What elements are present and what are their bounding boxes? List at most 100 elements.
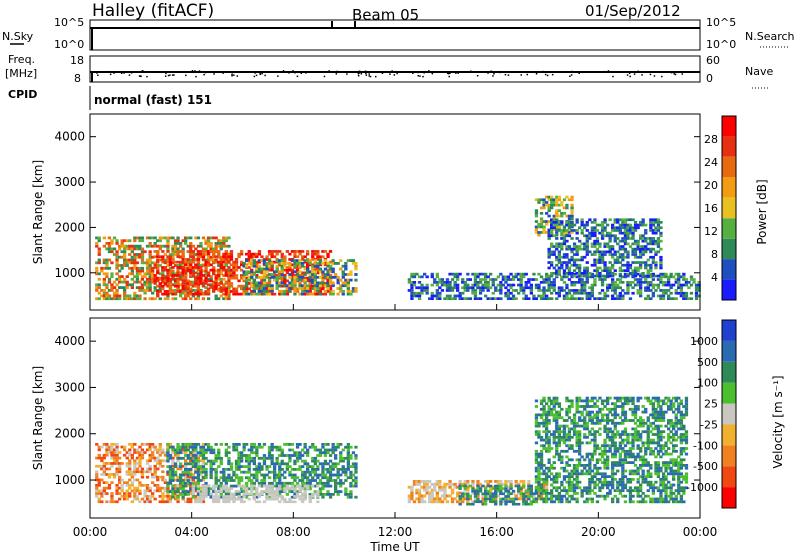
data-cell — [331, 281, 335, 285]
data-cell — [95, 492, 99, 495]
data-cell — [176, 260, 180, 264]
data-cell — [654, 221, 658, 224]
data-cell — [646, 258, 650, 262]
data-cell — [557, 221, 561, 224]
data-cell — [173, 247, 178, 251]
nave-dot — [394, 71, 396, 73]
data-cell — [623, 231, 628, 235]
data-cell — [514, 297, 518, 300]
colorbar-tick: 4 — [711, 271, 718, 284]
data-cell — [613, 237, 617, 240]
data-cell — [199, 495, 203, 498]
data-cell — [621, 263, 625, 267]
data-cell — [158, 258, 162, 262]
data-cell — [252, 497, 256, 501]
data-cell — [334, 448, 338, 452]
data-cell — [295, 255, 300, 259]
data-cell — [176, 464, 180, 468]
data-cell — [674, 291, 678, 295]
data-cell — [534, 449, 539, 453]
data-cell — [199, 264, 203, 267]
data-cell — [133, 470, 137, 474]
data-cell — [255, 284, 259, 288]
data-cell — [257, 495, 262, 498]
data-cell — [534, 480, 539, 484]
data-cell — [123, 297, 127, 301]
data-cell — [240, 268, 244, 272]
data-cell — [204, 282, 208, 285]
data-cell — [341, 456, 345, 460]
data-cell — [224, 443, 228, 446]
data-cell — [532, 497, 536, 501]
data-cell — [448, 289, 452, 292]
data-cell — [166, 495, 170, 498]
data-cell — [572, 263, 577, 267]
data-cell — [196, 493, 201, 496]
data-cell — [105, 481, 109, 484]
data-cell — [260, 481, 264, 485]
data-cell — [450, 272, 455, 276]
data-cell — [504, 484, 508, 488]
data-cell — [412, 500, 417, 504]
nave-dot — [123, 72, 125, 74]
data-cell — [323, 448, 328, 452]
data-cell — [151, 272, 155, 276]
data-cell — [476, 500, 480, 503]
data-cell — [494, 297, 498, 300]
data-cell — [504, 497, 508, 501]
data-cell — [473, 497, 478, 501]
data-cell — [481, 286, 485, 290]
data-cell — [499, 497, 503, 501]
data-cell — [600, 261, 605, 264]
data-cell — [557, 261, 561, 264]
data-cell — [171, 258, 175, 261]
data-cell — [194, 282, 198, 285]
data-cell — [194, 236, 198, 240]
data-cell — [336, 476, 340, 480]
data-cell — [611, 286, 615, 290]
data-cell — [435, 297, 439, 300]
data-cell — [181, 282, 185, 285]
data-cell — [278, 495, 282, 498]
data-cell — [212, 462, 216, 466]
data-cell — [323, 454, 328, 457]
data-cell — [578, 269, 582, 272]
data-cell — [316, 252, 320, 256]
data-cell — [171, 290, 175, 293]
data-cell — [161, 268, 165, 272]
data-cell — [298, 487, 302, 490]
data-cell — [166, 297, 170, 301]
data-cell — [156, 269, 160, 273]
data-cell — [593, 274, 597, 278]
data-cell — [557, 209, 561, 212]
data-cell — [344, 281, 348, 285]
data-cell — [336, 473, 340, 477]
data-cell — [346, 451, 350, 455]
ytick-label: 1000 — [54, 266, 85, 280]
data-cell — [321, 284, 325, 288]
data-cell — [293, 284, 297, 288]
data-cell — [321, 476, 325, 480]
data-cell — [321, 287, 325, 291]
data-cell — [590, 263, 594, 267]
data-cell — [313, 445, 317, 449]
data-cell — [179, 448, 183, 452]
data-cell — [151, 443, 155, 446]
data-cell — [184, 475, 188, 479]
data-cell — [290, 284, 295, 288]
data-cell — [626, 281, 630, 284]
data-cell — [354, 456, 358, 460]
data-cell — [572, 247, 577, 251]
data-cell — [407, 497, 411, 501]
data-cell — [334, 465, 338, 468]
data-cell — [247, 258, 251, 261]
data-cell — [295, 268, 300, 272]
data-cell — [509, 497, 513, 501]
data-cell — [684, 291, 689, 295]
data-cell — [313, 250, 317, 253]
data-cell — [214, 476, 218, 480]
data-cell — [130, 443, 134, 446]
data-cell — [425, 485, 429, 489]
data-cell — [522, 272, 526, 276]
data-cell — [194, 459, 198, 463]
